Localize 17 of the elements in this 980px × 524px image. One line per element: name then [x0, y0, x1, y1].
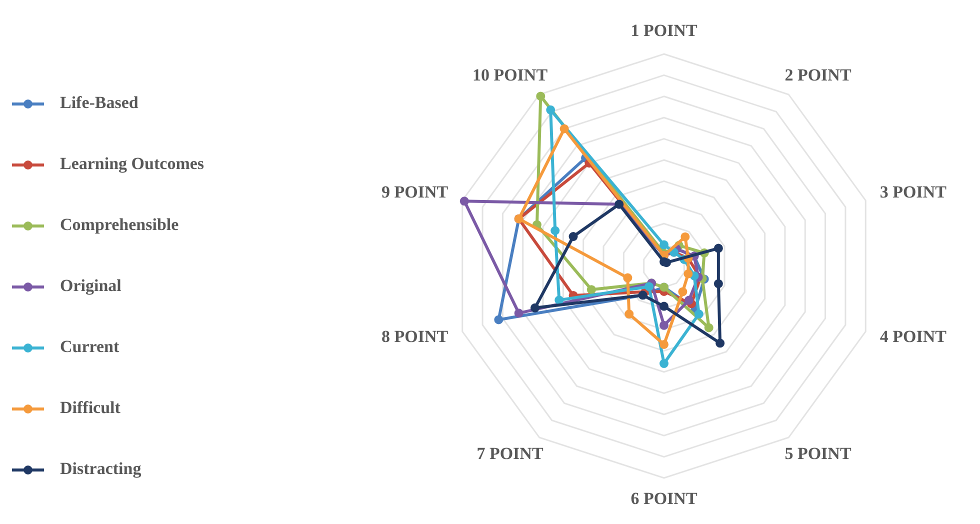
spoke-label: 6 POINT [630, 488, 698, 508]
spoke-label: 1 POINT [630, 20, 698, 40]
spoke-label: 2 POINT [784, 66, 852, 85]
spoke-label: 5 POINT [784, 444, 852, 464]
legend-label: Difficult [60, 398, 121, 417]
legend-label: Current [60, 336, 120, 356]
spoke-label: 3 POINT [880, 182, 948, 202]
spoke-label: 9 POINT [382, 182, 449, 202]
legend-label: Original [60, 276, 122, 295]
spoke-label: 10 POINT [472, 66, 548, 85]
legend-label: Distracting [60, 458, 142, 478]
legend-label: Learning Outcomes [60, 154, 204, 173]
spoke-label: 8 POINT [382, 327, 449, 346]
spoke-label: 4 POINT [880, 327, 948, 346]
spoke-label: 7 POINT [476, 444, 544, 464]
legend-label: Life-Based [60, 92, 139, 112]
legend-label: Comprehensible [60, 214, 180, 234]
